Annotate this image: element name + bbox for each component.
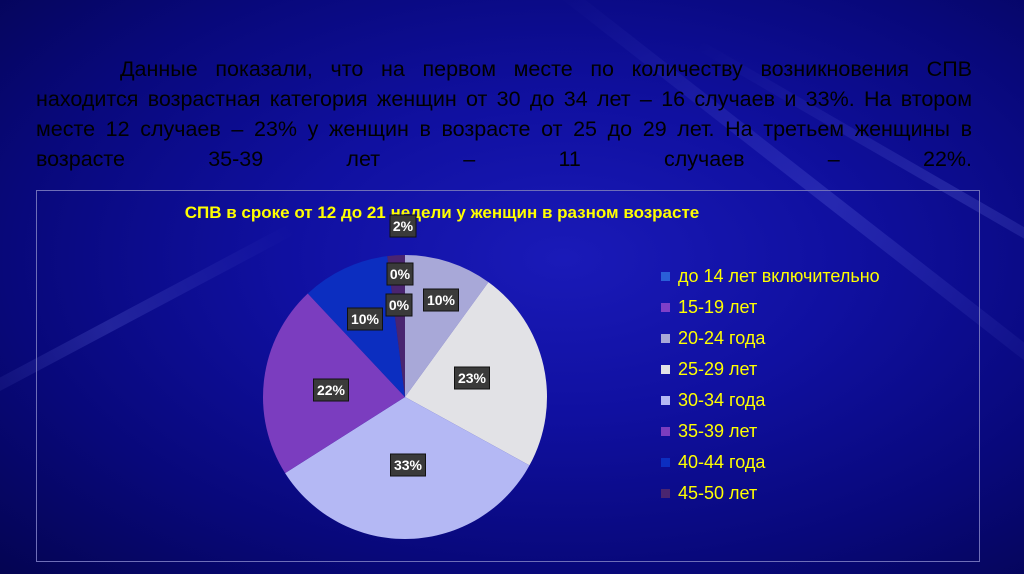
intro-text: Данные показали, что на первом месте по … bbox=[36, 57, 972, 171]
chart-title: СПВ в сроке от 12 до 21 недели у женщин … bbox=[184, 203, 700, 222]
legend-item-0: до 14 лет включительно bbox=[661, 261, 880, 292]
data-label-box-7 bbox=[389, 214, 417, 238]
legend-item-2: 20-24 года bbox=[661, 323, 880, 354]
legend-swatch-0 bbox=[661, 272, 670, 281]
data-label-box-0 bbox=[386, 262, 414, 286]
pie-slice-7 bbox=[387, 255, 405, 397]
legend-swatch-7 bbox=[661, 489, 670, 498]
legend-swatch-1 bbox=[661, 303, 670, 312]
data-label-box-2 bbox=[423, 288, 459, 312]
legend-label-3: 25-29 лет bbox=[678, 359, 758, 379]
legend-item-6: 40-44 года bbox=[661, 447, 880, 478]
legend-item-5: 35-39 лет bbox=[661, 416, 880, 447]
legend-item-4: 30-34 года bbox=[661, 385, 880, 416]
intro-paragraph: Данные показали, что на первом месте по … bbox=[36, 54, 972, 174]
legend-label-2: 20-24 года bbox=[678, 328, 766, 348]
data-label-3: 23% bbox=[458, 370, 487, 386]
legend-swatch-4 bbox=[661, 396, 670, 405]
legend-label-1: 15-19 лет bbox=[678, 297, 758, 317]
data-label-5: 22% bbox=[317, 382, 346, 398]
data-label-1: 0% bbox=[389, 297, 410, 313]
legend-label-7: 45-50 лет bbox=[678, 483, 758, 503]
data-label-0: 0% bbox=[390, 266, 411, 282]
legend-swatch-3 bbox=[661, 365, 670, 374]
legend-label-5: 35-39 лет bbox=[678, 421, 758, 441]
legend-item-7: 45-50 лет bbox=[661, 478, 880, 509]
legend-item-1: 15-19 лет bbox=[661, 292, 880, 323]
data-label-box-4 bbox=[390, 453, 426, 477]
legend-swatch-5 bbox=[661, 427, 670, 436]
legend-label-6: 40-44 года bbox=[678, 452, 766, 472]
data-label-4: 33% bbox=[394, 457, 423, 473]
chart-legend: до 14 лет включительно 15-19 лет 20-24 год… bbox=[661, 261, 880, 509]
data-label-box-6 bbox=[347, 307, 383, 331]
legend-swatch-6 bbox=[661, 458, 670, 467]
chart-container: СПВ в сроке от 12 до 21 недели у женщин … bbox=[36, 190, 980, 562]
data-label-2: 10% bbox=[427, 292, 456, 308]
data-label-box-5 bbox=[313, 378, 349, 402]
data-label-box-3 bbox=[454, 366, 490, 390]
data-label-box-1 bbox=[385, 293, 413, 317]
legend-label-4: 30-34 года bbox=[678, 390, 766, 410]
legend-item-3: 25-29 лет bbox=[661, 354, 880, 385]
pie-chart: 0% 0% 10% 23% 33% 22% 10% 2% bbox=[263, 214, 547, 539]
data-label-7: 2% bbox=[393, 218, 414, 234]
data-label-6: 10% bbox=[351, 311, 380, 327]
legend-label-0: до 14 лет включительно bbox=[678, 266, 880, 286]
legend-swatch-2 bbox=[661, 334, 670, 343]
